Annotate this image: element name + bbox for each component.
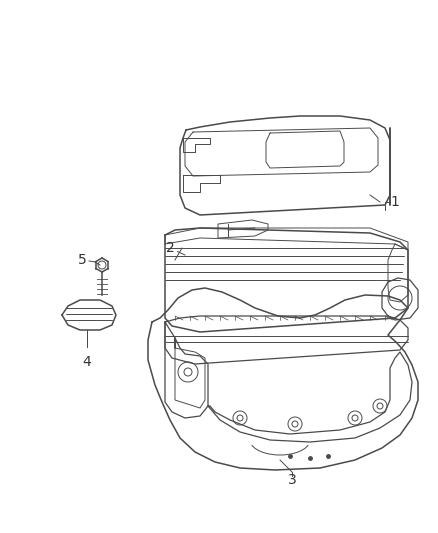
Text: 2: 2 (166, 241, 174, 255)
Text: 5: 5 (78, 253, 86, 267)
Text: 3: 3 (288, 473, 297, 487)
Text: 4: 4 (83, 355, 92, 369)
Text: 1: 1 (391, 195, 399, 209)
